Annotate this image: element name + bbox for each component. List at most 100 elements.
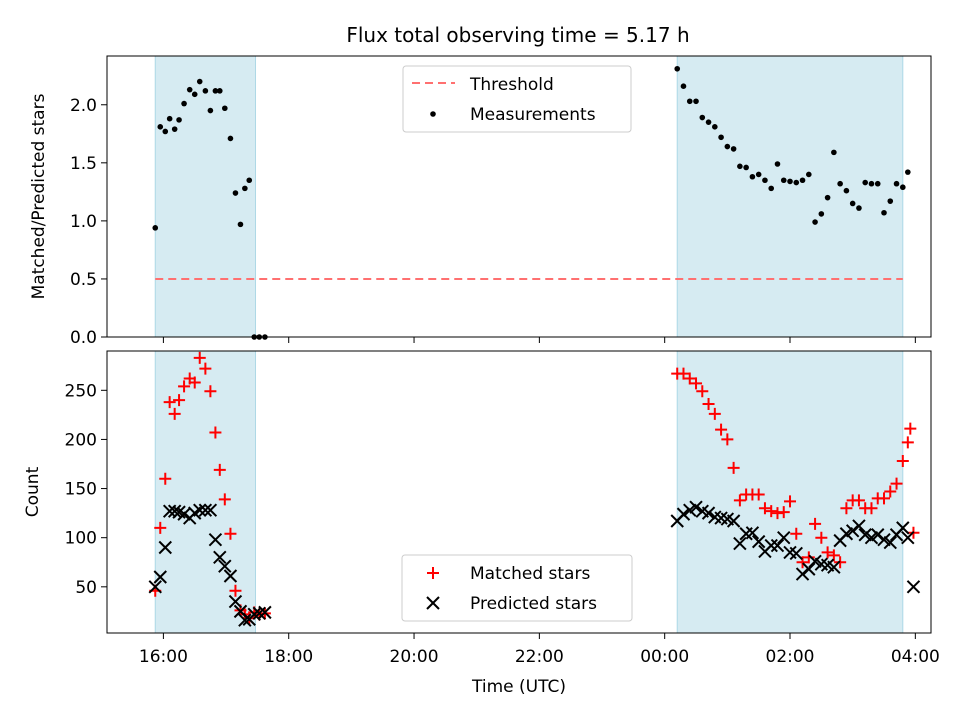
predicted-star-point bbox=[764, 538, 778, 553]
matched-star-point bbox=[677, 367, 690, 380]
legend-threshold-label: Threshold bbox=[469, 75, 554, 95]
measurement-point bbox=[862, 179, 869, 186]
matched-star-point bbox=[213, 463, 226, 476]
predicted-star-point bbox=[901, 530, 915, 545]
shaded-interval-1 bbox=[676, 350, 904, 634]
predicted-star-point bbox=[789, 546, 803, 561]
matched-star-point bbox=[204, 385, 217, 398]
chart-title: Flux total observing time = 5.17 h bbox=[346, 23, 689, 47]
x-tick-label: 22:00 bbox=[515, 647, 564, 667]
y-tick-label: 250 bbox=[65, 381, 97, 401]
matched-star-point bbox=[802, 551, 815, 564]
predicted-stars-series bbox=[148, 500, 921, 627]
measurement-point bbox=[774, 161, 781, 167]
x-tick-label: 18:00 bbox=[264, 647, 313, 667]
predicted-star-point bbox=[177, 507, 191, 521]
matched-star-point bbox=[852, 494, 865, 507]
measurement-point bbox=[730, 146, 737, 152]
matched-star-point bbox=[727, 461, 740, 474]
matched-star-point bbox=[790, 527, 803, 540]
matched-star-point bbox=[809, 517, 822, 530]
measurement-point bbox=[699, 114, 706, 121]
predicted-star-point bbox=[770, 538, 785, 553]
measurement-point bbox=[232, 190, 239, 196]
measurement-point bbox=[787, 178, 793, 185]
measurement-point bbox=[824, 194, 831, 201]
measurement-point bbox=[171, 126, 178, 132]
matched-stars-series bbox=[149, 351, 920, 625]
matched-star-point bbox=[690, 377, 703, 390]
measurement-point bbox=[216, 88, 223, 94]
measurement-point bbox=[227, 135, 234, 142]
measurement-point bbox=[693, 98, 699, 105]
measurement-point bbox=[893, 180, 900, 187]
measurement-point bbox=[849, 200, 856, 207]
predicted-star-point bbox=[777, 530, 791, 545]
ratio-shaded-intervals bbox=[154, 55, 904, 338]
predicted-star-point bbox=[883, 535, 897, 550]
predicted-star-point bbox=[153, 570, 167, 584]
measurement-point bbox=[166, 115, 173, 122]
measurement-point bbox=[176, 117, 182, 123]
measurement-point bbox=[191, 91, 198, 98]
matched-star-point bbox=[884, 485, 897, 498]
matched-star-point bbox=[696, 385, 709, 398]
predicted-star-point bbox=[745, 526, 760, 540]
legend-measurements-swatch bbox=[430, 111, 436, 117]
measurement-point bbox=[900, 184, 906, 191]
ratio-panel: 0.00.51.01.52.0 Matched/Predicted stars … bbox=[29, 55, 932, 348]
matched-star-point bbox=[154, 521, 167, 534]
shaded-interval-0 bbox=[154, 350, 257, 634]
matched-star-point bbox=[199, 362, 212, 375]
matched-star-point bbox=[178, 380, 191, 393]
matched-star-point bbox=[777, 506, 790, 519]
predicted-star-point bbox=[247, 607, 261, 622]
matched-star-point bbox=[878, 492, 891, 505]
predicted-star-point bbox=[198, 503, 213, 517]
ratio-y-axis: 0.0 0.5 1.0 1.5 2.0 bbox=[70, 96, 107, 348]
matched-star-point bbox=[815, 531, 828, 544]
matched-star-point bbox=[209, 426, 222, 439]
y-tick-label: 2.0 bbox=[70, 96, 97, 116]
matched-star-point bbox=[765, 505, 778, 518]
y-tick-label: 1.0 bbox=[70, 212, 97, 232]
x-axis-label: Time (UTC) bbox=[471, 677, 566, 697]
matched-star-point bbox=[715, 423, 728, 436]
measurement-point bbox=[242, 185, 248, 192]
measurement-point bbox=[887, 198, 894, 204]
measurement-point bbox=[743, 164, 749, 171]
ratio-legend: Threshold Measurements bbox=[402, 65, 632, 133]
legend-matched-label: Matched stars bbox=[470, 564, 590, 584]
x-tick-label: 04:00 bbox=[891, 647, 940, 667]
ratio-x-ticks bbox=[162, 337, 916, 343]
measurement-point bbox=[686, 98, 693, 105]
count-y-label: Count bbox=[23, 466, 43, 517]
legend-predicted-swatch bbox=[426, 596, 440, 610]
predicted-star-point bbox=[258, 605, 272, 620]
matched-star-point bbox=[784, 495, 797, 508]
measurement-point bbox=[806, 171, 812, 178]
time-x-axis: 16:00 18:00 20:00 22:00 00:00 02:00 04:00 bbox=[139, 633, 940, 667]
matched-star-point bbox=[896, 455, 909, 468]
legend-matched-swatch bbox=[427, 567, 439, 579]
measurement-point bbox=[186, 86, 193, 93]
measurement-point bbox=[818, 211, 825, 217]
legend-predicted-label: Predicted stars bbox=[470, 594, 597, 614]
measurement-point bbox=[162, 128, 169, 135]
y-tick-label: 0.5 bbox=[70, 270, 97, 290]
y-tick-label: 0.0 bbox=[70, 328, 97, 348]
measurement-point bbox=[212, 88, 219, 94]
measurement-point bbox=[712, 124, 718, 130]
measurement-point bbox=[868, 180, 875, 187]
matched-star-point bbox=[890, 477, 903, 490]
shaded-interval-0 bbox=[154, 55, 257, 338]
matched-star-point bbox=[708, 407, 721, 420]
matched-star-point bbox=[224, 527, 237, 540]
matched-star-point bbox=[721, 433, 734, 446]
predicted-star-point bbox=[193, 503, 207, 517]
predicted-star-point bbox=[827, 560, 841, 574]
measurement-point bbox=[737, 163, 743, 170]
x-tick-label: 00:00 bbox=[640, 647, 689, 667]
matched-star-point bbox=[683, 372, 696, 385]
